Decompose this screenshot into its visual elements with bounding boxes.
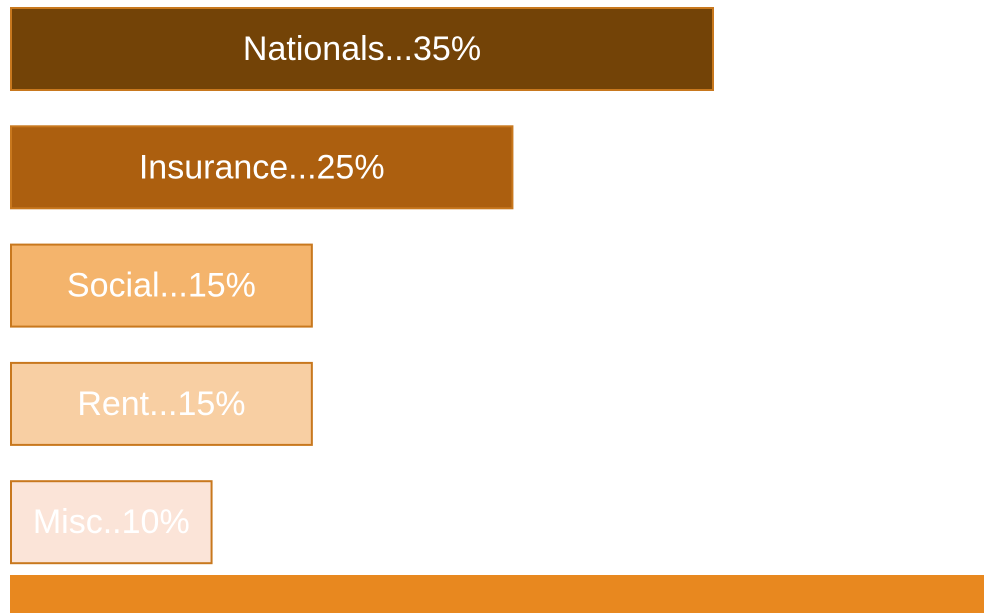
bar-label: Social...15% [67, 267, 256, 305]
bar [10, 7, 714, 91]
bar-label: Misc..10% [33, 503, 190, 541]
decorative-band [10, 575, 984, 613]
bar [10, 361, 313, 446]
bar [10, 480, 213, 565]
bar-label: Insurance...25% [139, 148, 385, 186]
bar [10, 125, 514, 210]
bar-label: Rent...15% [77, 385, 245, 423]
bar-label: Nationals...35% [243, 30, 481, 68]
bar [10, 243, 313, 328]
